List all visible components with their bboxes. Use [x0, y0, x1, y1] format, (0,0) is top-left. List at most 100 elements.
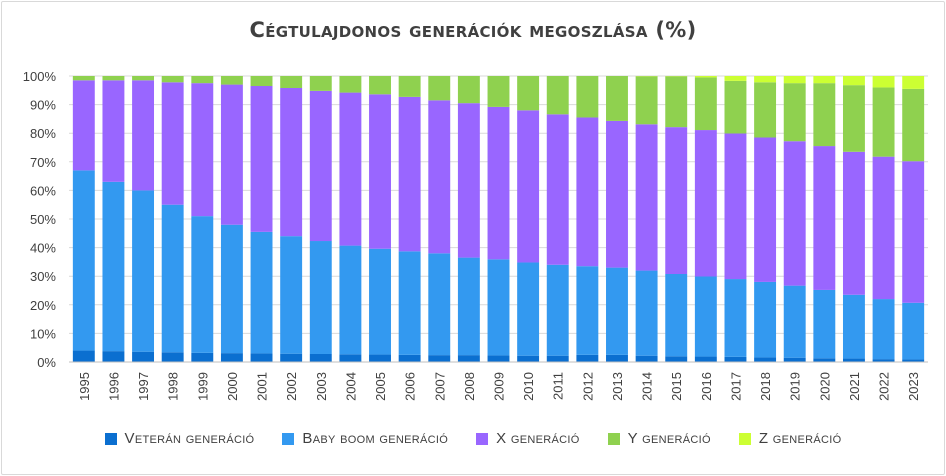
legend-label: Baby boom generáció — [302, 430, 449, 447]
bar-segment — [842, 76, 865, 86]
bar-segment — [872, 76, 895, 88]
bar-segment — [694, 356, 717, 362]
bar-segment — [754, 137, 777, 282]
bar-segment — [428, 100, 451, 254]
bar-segment — [813, 289, 836, 359]
bar-segment — [665, 76, 688, 128]
bar-segment — [606, 120, 628, 268]
x-tick-label: 2015 — [669, 372, 684, 401]
bar-segment — [546, 264, 569, 356]
bar-segment — [842, 294, 865, 359]
bar-segment — [457, 76, 480, 104]
bar-segment — [606, 354, 628, 362]
bar-segment — [694, 76, 717, 78]
legend-swatch — [607, 432, 620, 445]
bar-segment — [220, 84, 243, 225]
bar-segment — [546, 355, 569, 362]
bar-segment — [132, 76, 155, 81]
legend-swatch — [104, 432, 117, 445]
y-tick-label: 70% — [30, 155, 56, 170]
bar-segment — [72, 80, 95, 171]
bar-segment — [369, 354, 391, 362]
bar-segment — [369, 248, 391, 355]
bar-segment — [428, 253, 451, 356]
bar-segment — [72, 170, 95, 351]
bar-segment — [872, 156, 895, 300]
bar-segment — [872, 87, 895, 157]
bar-segment — [191, 76, 214, 84]
bar-segment — [813, 146, 836, 290]
y-tick-label: 80% — [30, 126, 56, 141]
bar-segment — [902, 76, 925, 89]
x-tick-label: 2019 — [788, 372, 803, 401]
bar-segment — [398, 96, 421, 252]
bar-segment — [902, 302, 925, 360]
x-tick-label: 2003 — [314, 372, 329, 401]
bar-segment — [339, 76, 362, 93]
x-tick-label: 2007 — [432, 372, 447, 401]
bar-segment — [517, 76, 540, 111]
bar-segment — [280, 88, 303, 237]
bar-segment — [280, 76, 303, 89]
bar-segment — [576, 266, 599, 355]
bar-segment — [842, 358, 865, 362]
y-tick-label: 50% — [30, 212, 56, 227]
bar-segment — [132, 190, 155, 352]
x-tick-label: 2012 — [580, 372, 595, 401]
x-tick-label: 2004 — [343, 372, 358, 401]
bar-segment — [398, 354, 421, 362]
bar-segment — [546, 114, 569, 265]
bar-segment — [754, 281, 777, 358]
bar-segment — [517, 355, 540, 362]
bar-segment — [665, 356, 688, 362]
x-tick-label: 1995 — [77, 372, 92, 401]
bars — [72, 76, 925, 362]
bar-segment — [694, 130, 717, 277]
bar-segment — [72, 350, 95, 362]
bar-segment — [487, 106, 510, 260]
bar-segment — [161, 204, 184, 353]
bar-segment — [754, 82, 777, 138]
bar-segment — [635, 124, 658, 271]
bar-segment — [754, 76, 777, 83]
x-tick-label: 2011 — [551, 372, 566, 400]
bar-segment — [635, 355, 658, 362]
legend-label: Veterán generáció — [124, 430, 255, 447]
x-tick-label: 1999 — [195, 372, 210, 401]
bar-segment — [428, 355, 451, 362]
bar-segment — [842, 151, 865, 295]
x-tick-label: 2013 — [610, 372, 625, 401]
bar-segment — [250, 231, 273, 354]
bar-segment — [813, 83, 836, 147]
y-tick-label: 30% — [30, 269, 56, 284]
bar-segment — [724, 279, 747, 357]
x-tick-label: 1996 — [106, 372, 121, 401]
bar-segment — [309, 76, 332, 91]
legend-label: X generáció — [496, 430, 580, 447]
bar-segment — [398, 251, 421, 355]
legend-swatch — [738, 432, 751, 445]
x-tick-label: 1997 — [136, 372, 151, 401]
bar-segment — [102, 80, 125, 182]
x-tick-label: 1998 — [166, 372, 181, 401]
bar-segment — [783, 285, 806, 358]
bar-segment — [132, 80, 155, 191]
legend-label: Z generáció — [758, 430, 842, 447]
bar-segment — [102, 181, 125, 352]
bar-segment — [457, 355, 480, 362]
legend-item: Z generáció — [738, 430, 842, 447]
legend-label: Y generáció — [627, 430, 711, 447]
legend-swatch — [282, 432, 295, 445]
bar-segment — [487, 355, 510, 362]
bar-segment — [220, 76, 243, 85]
bar-segment — [191, 83, 214, 217]
bar-segment — [665, 274, 688, 357]
legend-swatch — [476, 432, 489, 445]
bar-segment — [694, 77, 717, 131]
bar-segment — [191, 216, 214, 353]
bar-segment — [250, 86, 273, 232]
legend: Veterán generáció Baby boom generáció X ge… — [0, 430, 946, 447]
bar-segment — [161, 352, 184, 362]
bar-segment — [487, 259, 510, 356]
